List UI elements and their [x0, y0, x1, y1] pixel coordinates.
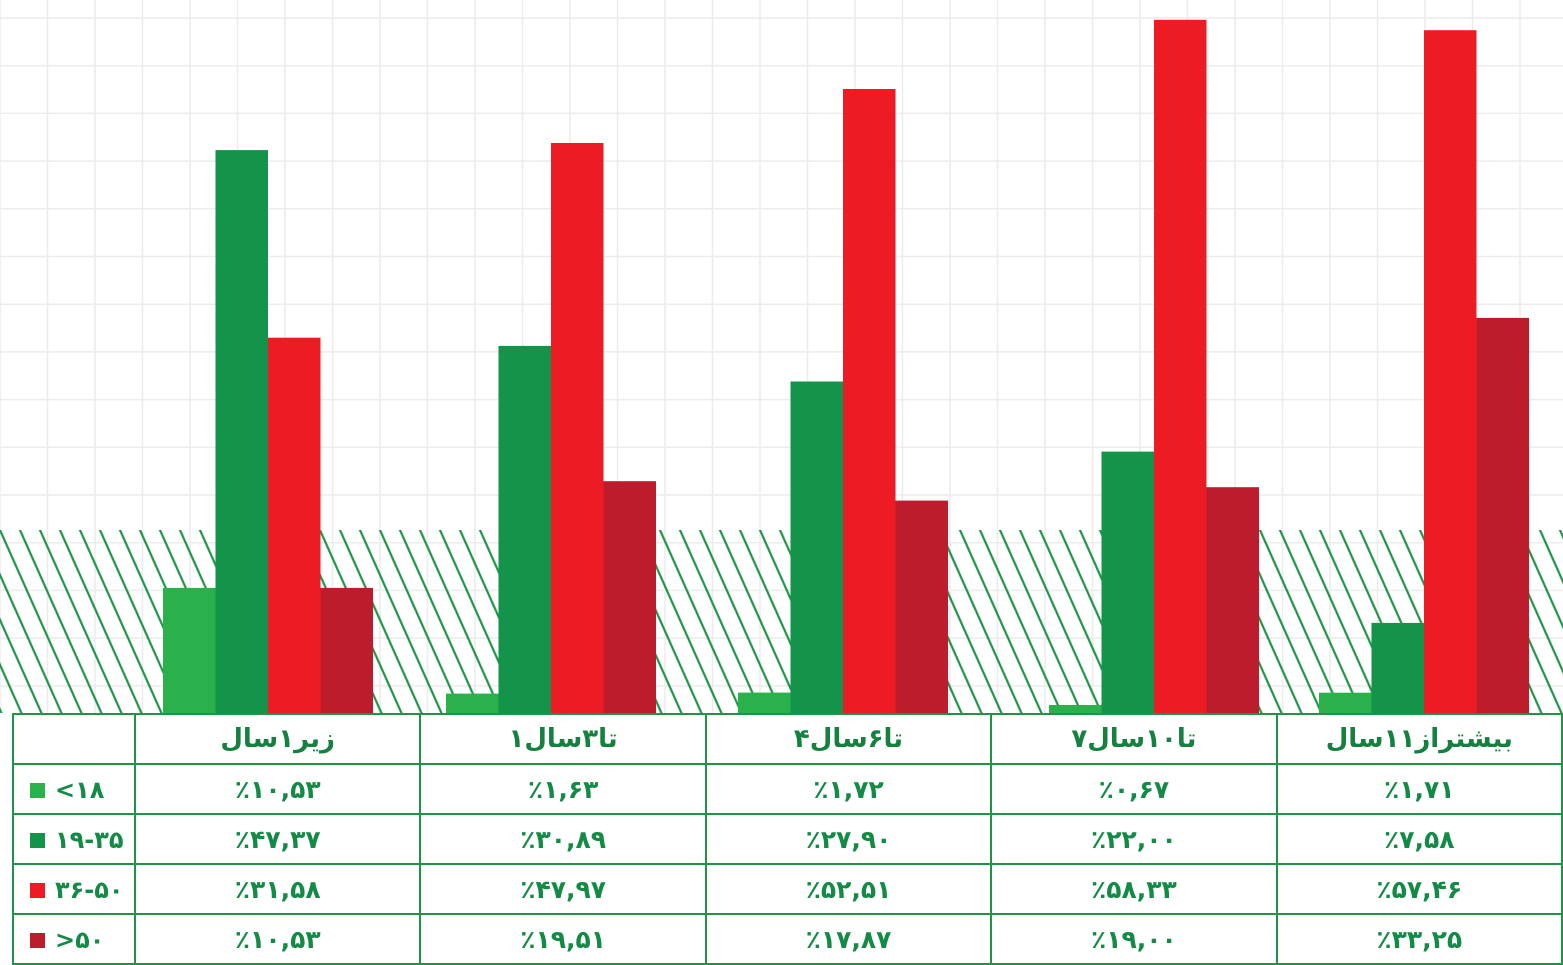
chart-bars — [163, 19, 1529, 713]
bar — [790, 381, 843, 713]
bar — [320, 587, 373, 713]
data-label: ٪۵۷,۴۶ — [1275, 863, 1563, 915]
legend-entry: ۱۹-۳۵ — [12, 813, 136, 865]
bar — [1154, 19, 1207, 713]
bar — [1319, 692, 1372, 713]
bar — [1049, 705, 1102, 713]
data-label: ٪۱۹,۰۰ — [990, 913, 1278, 965]
category-header: ۴تا۶سال — [704, 713, 993, 765]
data-table: زیر۱سال ۱تا۳سال ۴تا۶سال ۷تا۱۰سال بیشتراز… — [12, 713, 1563, 965]
legend-label: ۱۹-۳۵ — [55, 826, 124, 854]
bar — [551, 143, 604, 713]
table-row: ۳۶-۵۰ ٪۳۱,۵۸ ٪۴۷,۹۷ ٪۵۲,۵۱ ٪۵۸,۳۳ ٪۵۷,۴۶ — [12, 863, 1563, 915]
bar — [1424, 30, 1477, 713]
data-label: ٪۱,۷۲ — [704, 763, 993, 815]
bar-chart — [0, 0, 1563, 713]
data-label: ٪۴۷,۳۷ — [133, 813, 422, 865]
bar — [1476, 317, 1529, 713]
data-label: ٪۳۱,۵۸ — [133, 863, 422, 915]
bar — [738, 692, 791, 713]
table-row: ۱۹-۳۵ ٪۴۷,۳۷ ٪۳۰,۸۹ ٪۲۷,۹۰ ٪۲۲,۰۰ ٪۷,۵۸ — [12, 813, 1563, 865]
legend-swatch — [30, 782, 45, 798]
data-label: ٪۷,۵۸ — [1275, 813, 1563, 865]
legend-swatch — [30, 882, 45, 898]
legend-label: ۳۶-۵۰ — [55, 876, 124, 904]
data-label: ٪۳۰,۸۹ — [419, 813, 707, 865]
category-header: زیر۱سال — [133, 713, 422, 765]
bar — [163, 587, 216, 713]
bar — [268, 337, 321, 713]
legend-swatch — [30, 932, 45, 948]
data-label: ٪۱۹,۵۱ — [419, 913, 707, 965]
bar — [446, 693, 499, 713]
legend-label: >۵۰ — [55, 926, 105, 954]
data-label: ٪۴۷,۹۷ — [419, 863, 707, 915]
data-label: ٪۱,۷۱ — [1275, 763, 1563, 815]
data-label: ٪۱۰,۵۳ — [133, 763, 422, 815]
data-label: ٪۰,۶۷ — [990, 763, 1278, 815]
table-corner-cell — [12, 713, 136, 765]
data-label: ٪۱۷,۸۷ — [704, 913, 993, 965]
category-header: ۷تا۱۰سال — [990, 713, 1278, 765]
bar — [215, 150, 268, 713]
data-label: ٪۲۲,۰۰ — [990, 813, 1278, 865]
category-header: بیشتراز۱۱سال — [1275, 713, 1563, 765]
table-row: >۵۰ ٪۱۰,۵۳ ٪۱۹,۵۱ ٪۱۷,۸۷ ٪۱۹,۰۰ ٪۳۳,۲۵ — [12, 913, 1563, 965]
category-header: ۱تا۳سال — [419, 713, 707, 765]
data-label: ٪۲۷,۹۰ — [704, 813, 993, 865]
legend-entry: <۱۸ — [12, 763, 136, 815]
table-row: <۱۸ ٪۱۰,۵۳ ٪۱,۶۳ ٪۱,۷۲ ٪۰,۶۷ ٪۱,۷۱ — [12, 763, 1563, 815]
data-label: ٪۳۳,۲۵ — [1275, 913, 1563, 965]
legend-entry: ۳۶-۵۰ — [12, 863, 136, 915]
data-label: ٪۱,۶۳ — [419, 763, 707, 815]
bar — [1371, 622, 1424, 713]
legend-label: <۱۸ — [55, 776, 105, 804]
data-label: ٪۱۰,۵۳ — [133, 913, 422, 965]
data-label: ٪۵۸,۳۳ — [990, 863, 1278, 915]
bar — [603, 481, 656, 713]
bar — [895, 500, 948, 713]
data-label: ٪۵۲,۵۱ — [704, 863, 993, 915]
bar — [1101, 451, 1154, 713]
bar — [843, 89, 896, 713]
bar — [498, 345, 551, 713]
legend-entry: >۵۰ — [12, 913, 136, 965]
table-header-row: زیر۱سال ۱تا۳سال ۴تا۶سال ۷تا۱۰سال بیشتراز… — [12, 713, 1563, 765]
legend-swatch — [30, 832, 45, 848]
bar — [1206, 487, 1259, 713]
